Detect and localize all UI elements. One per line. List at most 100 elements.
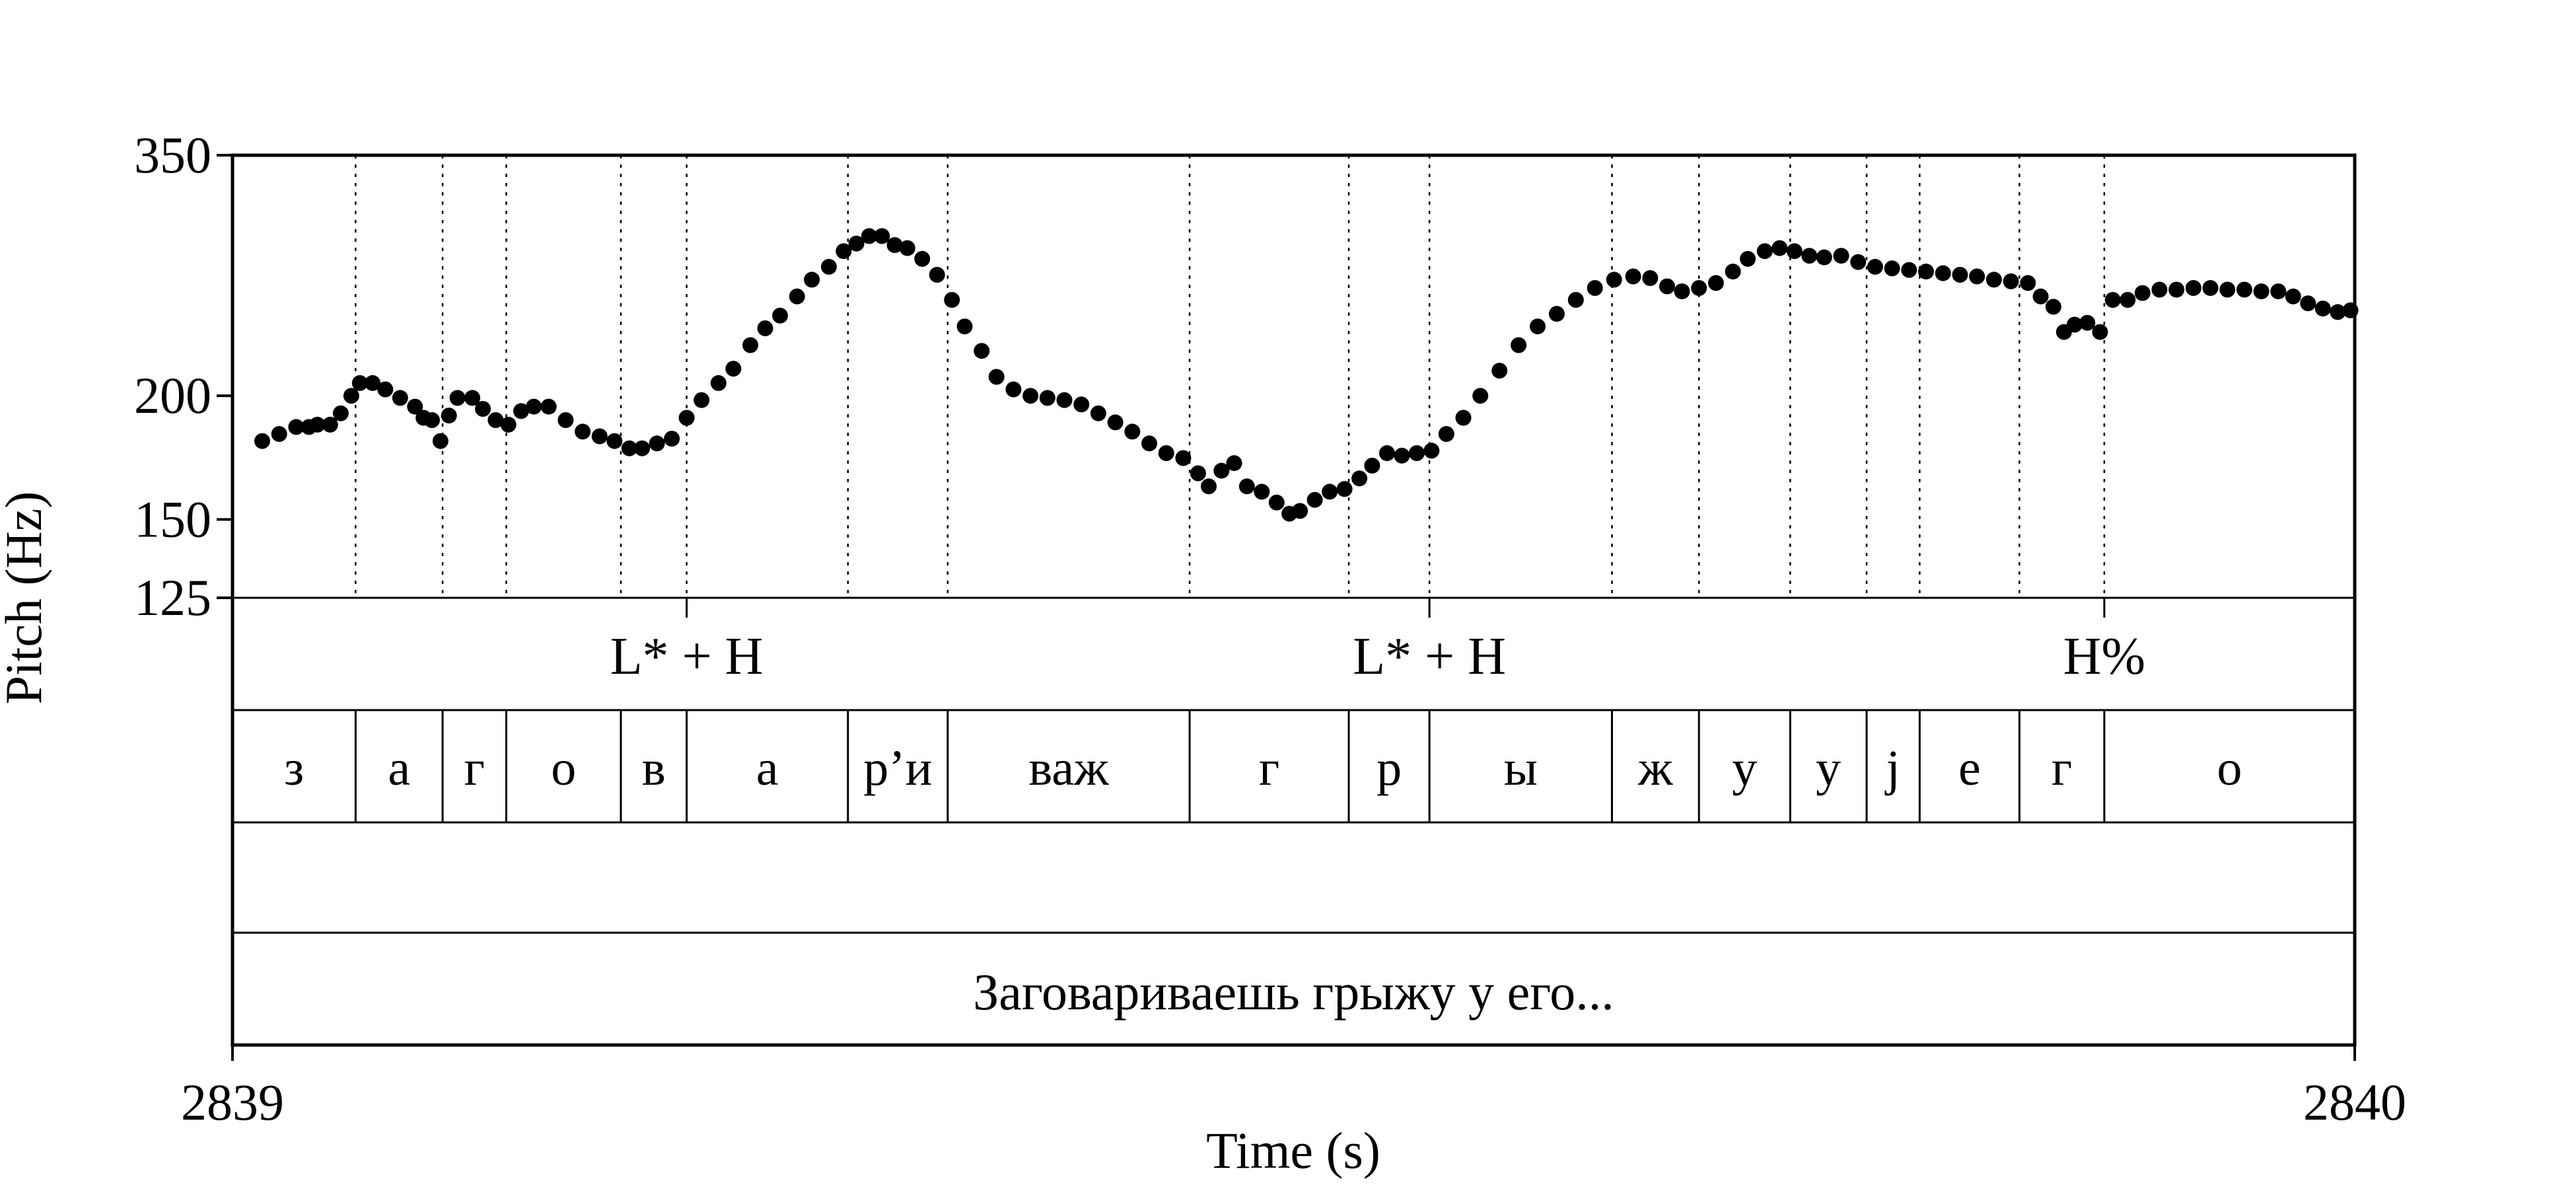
pitch-point [2104,292,2121,308]
pitch-point [2045,299,2061,315]
sentence-label: Заговариваешь грыжу у его... [973,963,1614,1021]
pitch-point [772,307,788,324]
pitch-point [309,416,326,433]
pitch-point [1918,264,1934,280]
pitch-point [1659,278,1675,295]
pitch-point [1786,243,1803,260]
plot-border [231,153,2357,1047]
pitch-point [742,337,758,353]
tone-label: L* + H [610,628,764,686]
pitch-point [1455,410,1472,426]
pitch-point [1850,254,1867,270]
pitch-point [804,271,820,288]
pitch-point [2134,285,2151,301]
pitch-point [1438,426,1454,442]
pitch-point [1306,491,1323,508]
tone-label: L* + H [1353,628,1506,686]
pitch-point [678,410,695,426]
segment-boundaries [354,155,2106,822]
pitch-point [974,343,990,359]
pitch-point [1625,268,1641,285]
pitch-point [1587,280,1603,296]
pitch-point [1756,243,1773,260]
pitch-point [1642,270,1659,286]
pitch-point [1394,447,1410,464]
pitch-point [2219,281,2236,298]
y-tick-label: 150 [134,490,211,548]
pitch-point [1511,337,1527,353]
pitch-point [540,398,557,415]
y-axis: 125 150 200 350 [134,126,233,626]
pitch-point [621,440,637,456]
pitch-point [929,267,945,283]
pitch-point [2285,288,2301,305]
pitch-point [575,423,591,440]
pitch-point [1322,484,1338,500]
segment-label: р [1377,740,1402,796]
pitch-point [2253,283,2270,300]
segment-label: в [642,740,666,796]
pitch-point [956,318,973,335]
pitch-point [407,398,423,415]
pitch-point [1816,249,1832,266]
pitch-point [1351,470,1368,487]
pitch-point [2300,295,2316,312]
pitch-point [288,419,304,435]
segment-label: з [284,740,304,796]
segment-label: о [551,740,576,796]
segment-label: у [1732,740,1757,796]
pitch-point [1292,503,1308,519]
pitch-point [2236,281,2252,298]
pitch-point [1548,306,1565,322]
pitch-point [757,320,773,336]
segment-label: важ [1028,740,1109,796]
pitch-point [2120,292,2136,308]
pitch-point [1378,445,1395,461]
pitch-point [2079,314,2096,331]
pitch-point [1238,478,1255,495]
pitch-point [1530,318,1546,335]
pitch-point [2202,280,2219,296]
pitch-point [1884,260,1900,277]
pitch-point [1364,457,1380,474]
pitch-point [1158,445,1174,461]
pitch-point [1073,396,1090,413]
y-tick-label: 125 [134,569,211,626]
pitch-point [1268,494,1285,511]
pitch-point [2151,281,2168,298]
pitch-point [513,403,529,419]
pitch-point [377,381,394,398]
annotation-tiers: L* + H L* + H H%з а г о в а р’и важ г р ы ж у у j е г оЗаго… [284,598,2242,1021]
pitch-point [1867,258,1883,275]
pitch-point [1707,275,1724,291]
pitch-point [1190,465,1206,482]
pitch-point [1952,267,1968,283]
x-axis: 2839 2840 [181,1045,2406,1131]
pitch-point [1056,392,1073,408]
pitch-point [392,390,408,406]
pitch-point [914,250,931,267]
pitch-point [1090,405,1106,421]
pitch-point [2032,288,2049,305]
pitch-point [1606,271,1622,288]
pitch-point [2020,275,2036,291]
pitch-point [944,292,960,308]
pitch-point [322,416,338,433]
pitch-point [332,405,349,421]
pitch-point [343,388,359,404]
pitch-point [1969,268,1986,285]
y-tick-label: 200 [134,367,211,424]
pitch-point [1107,414,1124,431]
pitch-point [449,390,466,406]
pitch-point [836,243,852,260]
y-tick-label: 350 [134,126,211,184]
pitch-point [886,237,903,253]
pitch-point [1423,443,1440,459]
pitch-point [1567,292,1584,308]
x-tick-label: 2839 [181,1073,284,1131]
segment-label: о [2217,740,2242,796]
pitch-point [1336,481,1353,497]
pitch-point [725,361,742,377]
pitch-point [649,435,665,452]
